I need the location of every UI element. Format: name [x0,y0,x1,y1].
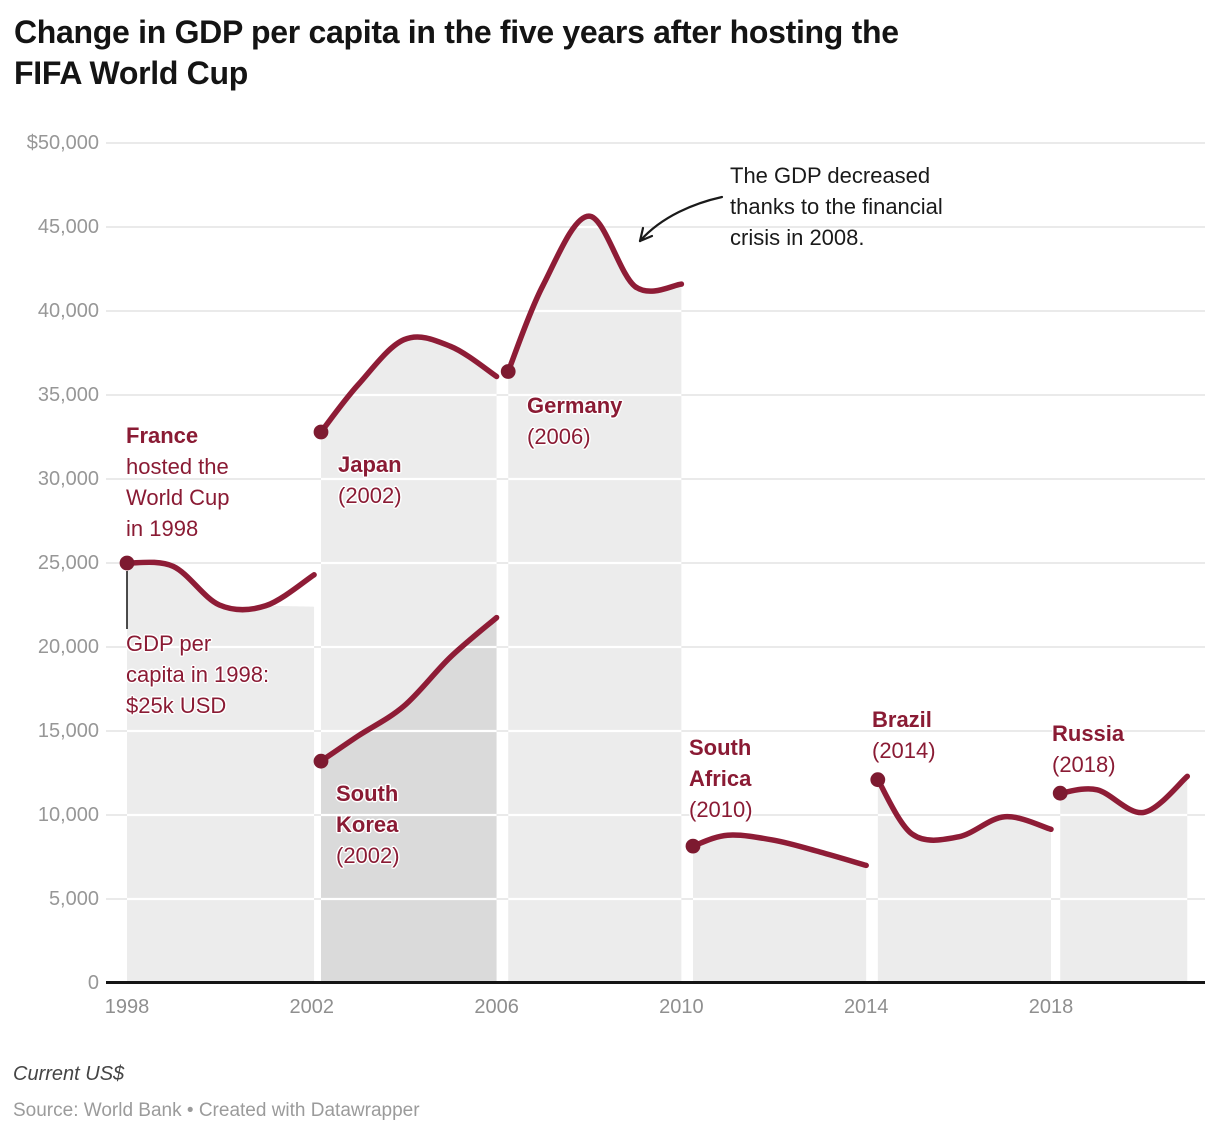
x-axis-tick-label: 2010 [659,996,704,1018]
x-axis-tick-label: 2002 [289,996,335,1018]
series-label-brazil: Brazil (2014) [872,707,936,763]
annotation-crisis-note: The GDP decreased thanks to the financial… [730,163,943,250]
x-axis-tick-label: 2014 [843,996,889,1018]
series-label-russia: Russia (2018) [1052,721,1125,777]
series-label-gdp-note: GDP per capita in 1998: $25k USD [126,631,270,718]
series-label-south-korea: South Korea (2002) [336,781,400,868]
band-japan [321,337,497,984]
crisis-arrow [638,195,724,243]
band-france [127,562,315,983]
line-japan [318,334,500,435]
marker-japan [313,424,329,440]
series-label-germany: Germany (2006) [527,393,623,449]
y-axis-tick-label: 10,000 [37,804,99,826]
band-brazil [877,779,1051,983]
line-south-korea [318,614,500,764]
y-axis-tick-label: 5,000 [48,888,99,910]
marker-south-africa [685,838,701,854]
marker-france [119,555,135,571]
line-france [124,559,317,613]
band-areas [127,216,1188,984]
line-brazil [875,776,1054,843]
y-axis-tick-label: 0 [87,972,99,994]
series-lines [124,213,1191,869]
line-russia [1057,773,1191,816]
series-label-japan: Japan (2002) [338,452,402,508]
y-axis-tick-label: $50,000 [26,132,99,154]
y-axis-tick-label: 30,000 [37,468,99,490]
series-label-south-africa: South Africa (2010) [689,735,753,822]
chart-title: Change in GDP per capita in the five yea… [14,14,899,91]
x-axis-tick-label: 2018 [1028,996,1074,1018]
y-axis-tick-label: 15,000 [37,720,99,742]
marker-south-korea [313,753,329,769]
y-axis-tick-label: 20,000 [37,636,99,658]
y-axis-tick-label: 35,000 [37,384,99,406]
marker-russia [1052,785,1068,801]
band-russia [1060,776,1188,983]
y-axis-tick-label: 40,000 [37,300,99,322]
x-axis-tick-label: 1998 [104,996,150,1018]
y-axis-tick-label: 45,000 [37,216,99,238]
chart-unit-note: Current US$ [13,1063,125,1085]
marker-germany [500,364,516,379]
chart-source: Source: World Bank • Created with Datawr… [13,1100,420,1121]
band-south-africa [693,835,867,983]
band-south-korea [321,617,497,983]
line-germany [505,213,685,375]
band-germany [508,216,682,983]
y-axis-tick-label: 25,000 [37,552,99,574]
series-label-france: France hosted the World Cup in 1998 [126,423,230,541]
line-south-africa [690,832,869,869]
x-axis-tick-label: 2006 [474,996,519,1018]
series-markers [119,364,1068,854]
marker-brazil [870,772,886,788]
